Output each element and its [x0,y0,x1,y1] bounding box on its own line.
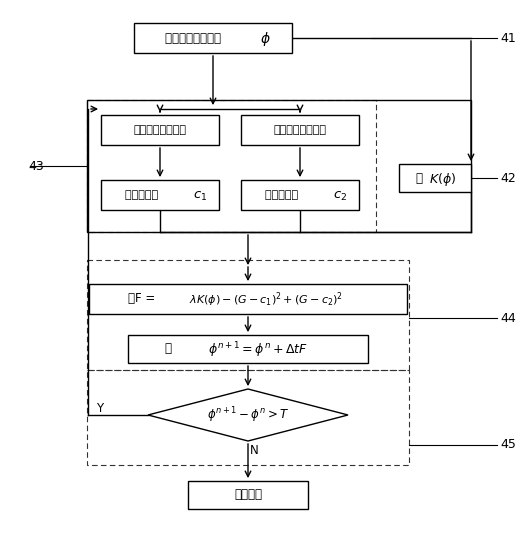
Text: 43: 43 [28,160,44,173]
Text: 42: 42 [500,172,516,184]
Bar [87,370,409,465]
Bar [188,481,308,509]
Bar [128,335,368,363]
Bar [134,23,292,53]
Text: 44: 44 [500,311,516,324]
Bar [89,284,407,314]
Bar [101,180,219,210]
Bar [87,100,471,232]
Text: 求出轮廓内的元素: 求出轮廓内的元素 [133,125,187,135]
Text: 求出平均值: 求出平均值 [265,190,305,200]
Bar [87,260,409,370]
Bar [241,180,359,210]
Text: 求出平均值: 求出平均值 [125,190,165,200]
Text: 求F =: 求F = [128,293,159,306]
Text: 求出轮廓外的元素: 求出轮廓外的元素 [274,125,327,135]
Bar [101,115,219,145]
Bar [399,164,471,192]
Text: $\phi^{n+1}-\phi^n>T$: $\phi^{n+1}-\phi^n>T$ [207,405,289,425]
Text: 用口层轮廓初始化: 用口层轮廓初始化 [165,32,225,44]
Polygon shape [148,389,348,441]
Text: Y: Y [96,403,104,415]
Bar [241,115,359,145]
Text: 41: 41 [500,32,516,44]
Text: $c_2$: $c_2$ [333,189,347,203]
Text: N: N [250,443,258,457]
Text: 迭代停止: 迭代停止 [234,488,262,502]
Bar [87,100,376,232]
Text: 求: 求 [416,172,426,184]
Text: 45: 45 [500,438,516,451]
Text: $K(\phi)$: $K(\phi)$ [430,170,456,188]
Text: $\phi^{n+1} = \phi^n + \Delta tF$: $\phi^{n+1} = \phi^n + \Delta tF$ [208,340,308,360]
Text: $c_1$: $c_1$ [193,189,207,203]
Text: 求: 求 [164,343,171,355]
Text: $\lambda K(\phi)-(G-c_1)^2+(G-c_2)^2$: $\lambda K(\phi)-(G-c_1)^2+(G-c_2)^2$ [189,291,343,309]
Text: $\phi$: $\phi$ [260,30,270,48]
